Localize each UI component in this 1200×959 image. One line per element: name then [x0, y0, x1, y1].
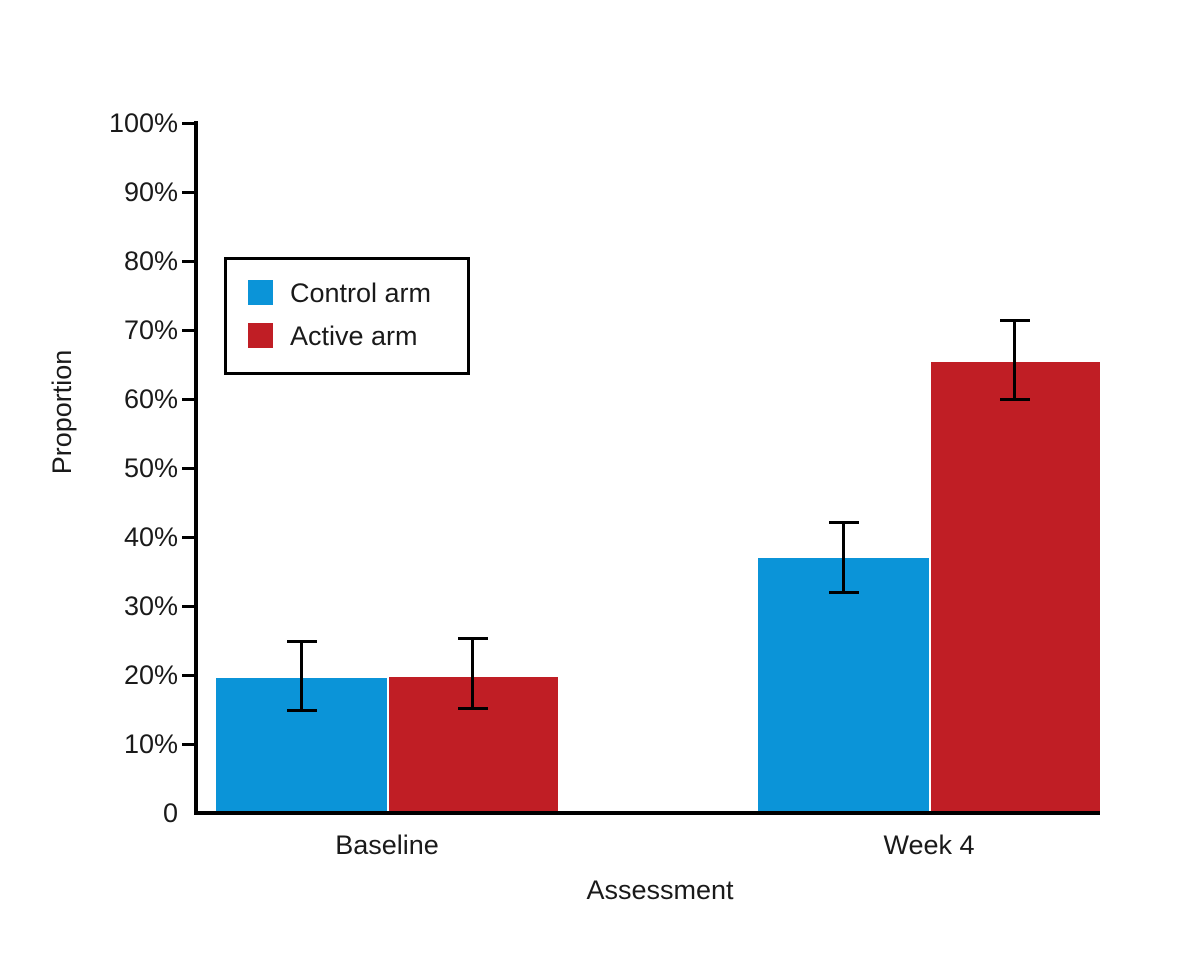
- error-bar-cap-top: [999, 318, 1030, 322]
- y-tick-label: 90%: [123, 177, 178, 207]
- y-tick-mark: [182, 466, 195, 470]
- bar-active-arm-week-4: [929, 361, 1100, 813]
- y-tick-mark: [182, 535, 195, 539]
- x-category-label-week-4: Week 4: [883, 830, 975, 860]
- y-tick-label: 10%: [123, 729, 178, 759]
- x-axis-line: [194, 811, 1100, 815]
- y-tick-label: 60%: [123, 384, 178, 414]
- y-axis-line: [194, 121, 198, 815]
- y-tick-mark: [182, 190, 195, 194]
- y-tick-label: 40%: [123, 522, 178, 552]
- legend-label: Control arm: [290, 277, 432, 308]
- y-tick-label: 80%: [123, 246, 178, 276]
- y-tick-label: 100%: [108, 108, 178, 138]
- error-bar-line: [842, 522, 845, 593]
- y-tick-label: 50%: [123, 453, 178, 483]
- error-bar-line: [300, 641, 303, 711]
- x-category-label-baseline: Baseline: [335, 830, 439, 860]
- y-tick-label: 20%: [123, 660, 178, 690]
- error-bar-cap-top: [457, 636, 488, 640]
- y-tick-mark: [182, 397, 195, 401]
- legend-item: Active arm: [248, 322, 467, 350]
- legend-item: Control arm: [248, 279, 467, 307]
- y-tick-mark: [182, 673, 195, 677]
- error-bar-cap-bottom: [286, 709, 317, 713]
- error-bar-line: [471, 638, 474, 709]
- error-bar-line: [1013, 320, 1016, 400]
- legend-swatch-icon: [248, 323, 273, 348]
- y-tick-label: 30%: [123, 591, 178, 621]
- bar-control-arm-week-4: [758, 557, 929, 813]
- error-bar-cap-bottom: [457, 707, 488, 711]
- y-tick-label: 70%: [123, 315, 178, 345]
- error-bar-cap-bottom: [828, 591, 859, 595]
- error-bar-cap-bottom: [999, 398, 1030, 402]
- x-axis-title: Assessment: [586, 875, 734, 905]
- y-tick-mark: [182, 328, 195, 332]
- y-tick-mark: [182, 742, 195, 746]
- y-tick-mark: [182, 121, 195, 125]
- legend-swatch-icon: [248, 280, 273, 305]
- y-tick-label: 0: [162, 798, 178, 828]
- error-bar-cap-top: [286, 639, 317, 643]
- y-tick-mark: [182, 259, 195, 263]
- legend: Control arm Active arm: [224, 257, 470, 375]
- legend-label: Active arm: [290, 320, 418, 351]
- y-tick-mark: [182, 604, 195, 608]
- error-bar-cap-top: [828, 521, 859, 524]
